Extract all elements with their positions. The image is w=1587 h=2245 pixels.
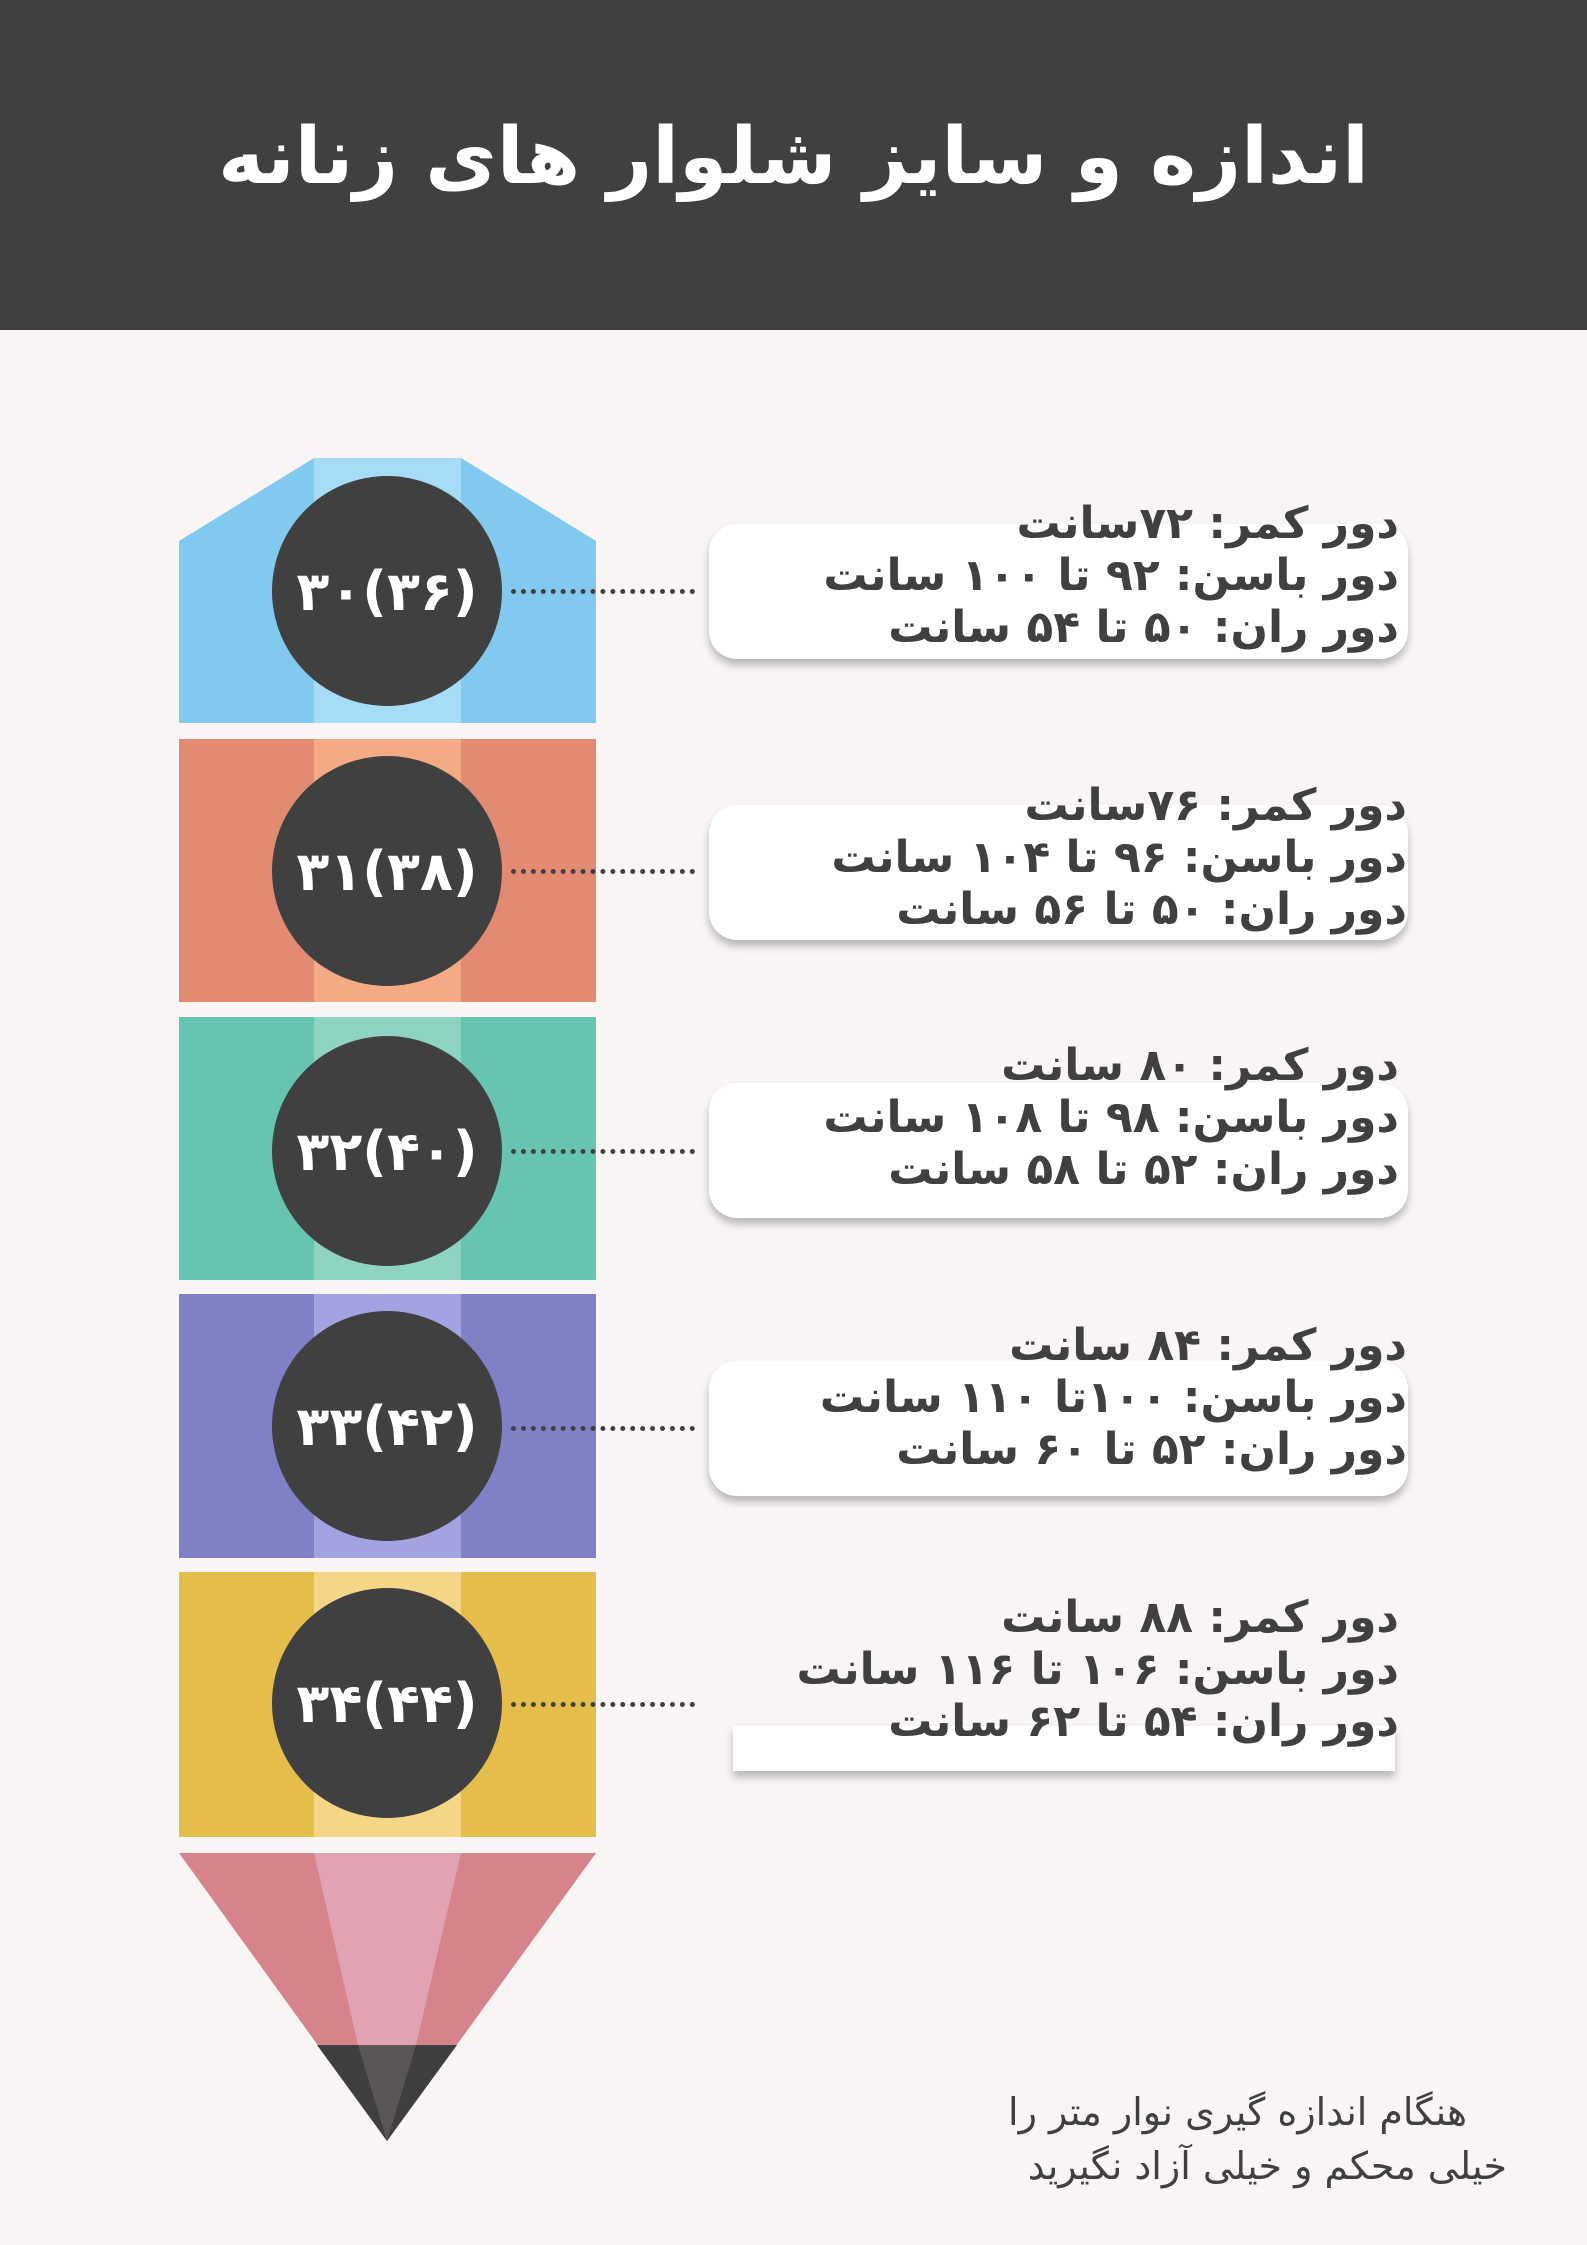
- hip-text: دور باسن: ۹۲ تا ۱۰۰ سانت: [823, 550, 1399, 601]
- thigh-text: دور ران: ۵۲ تا ۵۸ سانت: [888, 1144, 1399, 1195]
- connector-2: [511, 869, 695, 874]
- size-badge-3: ۳۲(۴۰): [272, 1036, 502, 1266]
- waist-text: دور کمر: ۸۰ سانت: [1001, 1040, 1399, 1091]
- page-title: اندازه و سایز شلوار های زنانه: [218, 112, 1369, 202]
- size-info-5: دور کمر: ۸۸ سانت دور باسن: ۱۰۶ تا ۱۱۶ سا…: [679, 1592, 1399, 1748]
- connector-3: [511, 1149, 695, 1154]
- hip-text: دور باسن: ۱۰۶ تا ۱۱۶ سانت: [796, 1644, 1399, 1695]
- info-card-2: [709, 805, 1408, 940]
- size-badge-2: ۳۱(۳۸): [272, 756, 502, 986]
- thigh-text: دور ران: ۵۴ تا ۶۲ سانت: [888, 1696, 1399, 1747]
- size-info-3: دور کمر: ۸۰ سانت دور باسن: ۹۸ تا ۱۰۸ سان…: [679, 1040, 1399, 1196]
- header-bar: اندازه و سایز شلوار های زنانه: [0, 0, 1587, 330]
- note-line-1: هنگام اندازه گیری نوار متر را: [1008, 2090, 1467, 2134]
- size-info-2: دور کمر: ۷۶سانت دور باسن: ۹۶ تا ۱۰۴ سانت…: [687, 780, 1407, 936]
- size-badge-5: ۳۴(۴۴): [272, 1588, 502, 1818]
- info-card-1: [709, 524, 1408, 659]
- thigh-text: دور ران: ۵۲ تا ۶۰ سانت: [896, 1424, 1407, 1475]
- size-info-1: دور کمر: ۷۲سانت دور باسن: ۹۲ تا ۱۰۰ سانت…: [679, 498, 1399, 654]
- info-card-5: [733, 1726, 1395, 1771]
- size-badge-4: ۳۳(۴۲): [272, 1311, 502, 1541]
- info-card-4: [709, 1361, 1408, 1496]
- thigh-text: دور ران: ۵۰ تا ۵۴ سانت: [888, 602, 1399, 653]
- pencil-lead-highlight: [358, 2045, 416, 2141]
- waist-text: دور کمر: ۷۲سانت: [1016, 498, 1399, 549]
- size-badge-1: ۳۰(۳۶): [272, 476, 502, 706]
- info-card-3: [709, 1083, 1408, 1218]
- note-line-2: خیلی محکم و خیلی آزاد نگیرید: [1027, 2144, 1507, 2188]
- connector-4: [511, 1426, 695, 1431]
- connector-1: [511, 589, 695, 594]
- hip-text: دور باسن: ۹۶ تا ۱۰۴ سانت: [831, 832, 1407, 883]
- waist-text: دور کمر: ۷۶سانت: [1024, 780, 1407, 831]
- waist-text: دور کمر: ۸۴ سانت: [1009, 1320, 1407, 1371]
- size-info-4: دور کمر: ۸۴ سانت دور باسن: ۱۰۰تا ۱۱۰ سان…: [687, 1320, 1407, 1476]
- pencil-tip-stripe: [314, 1853, 461, 2045]
- hip-text: دور باسن: ۱۰۰تا ۱۱۰ سانت: [819, 1372, 1407, 1423]
- connector-5: [511, 1702, 695, 1707]
- thigh-text: دور ران: ۵۰ تا ۵۶ سانت: [896, 884, 1407, 935]
- hip-text: دور باسن: ۹۸ تا ۱۰۸ سانت: [823, 1092, 1399, 1143]
- measuring-tip-note: هنگام اندازه گیری نوار متر را خیلی محکم …: [687, 2085, 1507, 2193]
- waist-text: دور کمر: ۸۸ سانت: [1001, 1592, 1399, 1643]
